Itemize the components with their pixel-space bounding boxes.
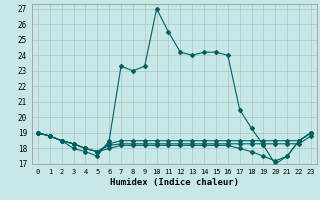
X-axis label: Humidex (Indice chaleur): Humidex (Indice chaleur) xyxy=(110,178,239,187)
